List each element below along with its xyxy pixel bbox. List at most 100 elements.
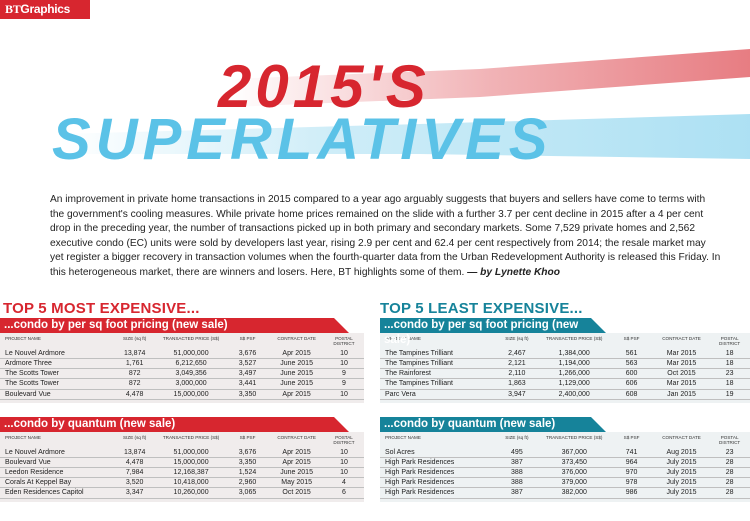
table-cell: 1,761 xyxy=(112,358,157,370)
table-cell: 367,000 xyxy=(539,447,610,458)
column-header: PROJECT NAME xyxy=(380,335,495,349)
section-heading: ...condo by quantum (new sale) xyxy=(380,416,606,432)
column-header: TRANSACTED PRICE (S$) xyxy=(546,434,603,440)
table-cell: 9 xyxy=(323,378,364,390)
table-cell: 3,000,000 xyxy=(156,378,226,390)
least-expensive-psf-section: ...condo by per sq foot pricing (new sal… xyxy=(380,318,750,403)
table-row: High Park Residences 387 382,000 986 July 20… xyxy=(380,487,750,499)
red-extrusion xyxy=(230,49,750,107)
table-row: Le Nouvel Ardmore 13,874 51,000,000 3,676 Ap… xyxy=(0,447,364,458)
table-cell: 387 xyxy=(494,457,540,469)
table-cell: 388 xyxy=(494,467,540,479)
table-cell: Le Nouvel Ardmore xyxy=(0,447,113,458)
table-cell: 10 xyxy=(323,348,364,360)
table-cell: Jan 2015 xyxy=(653,389,710,400)
table-cell: 1,863 xyxy=(494,378,540,390)
table-cell: 15,000,000 xyxy=(156,457,226,469)
table-cell: 51,000,000 xyxy=(156,348,226,360)
table-cell: July 2015 xyxy=(653,487,710,499)
table-row: Parc Vera 3,947 2,400,000 608 Jan 2015 19 xyxy=(380,389,750,400)
table-cell: 10 xyxy=(323,467,364,479)
table-cell: Leedon Residence xyxy=(0,467,113,479)
table-cell: 608 xyxy=(609,389,654,400)
table-cell: 387 xyxy=(494,487,540,499)
table-row: Sol Acres 495 367,000 741 Aug 2015 23 xyxy=(380,447,750,458)
column-header: POSTAL DISTRICT xyxy=(333,434,355,446)
table-cell: 10 xyxy=(323,389,364,400)
table-cell: 373,450 xyxy=(539,457,610,469)
table-cell: 3,049,356 xyxy=(156,368,226,380)
table-row: The Rainforest 2,110 1,266,000 600 Oct 2015 2… xyxy=(380,368,750,380)
table-row: The Tampines Trilliant 1,863 1,129,000 606 M… xyxy=(380,378,750,390)
column-header: S$ PSF xyxy=(239,336,256,341)
column-header: PROJECT NAME xyxy=(5,336,41,341)
table-row: The Scotts Tower 872 3,000,000 3,441 June 20… xyxy=(0,378,364,390)
blue-extrusion xyxy=(60,114,750,159)
intro-text: An improvement in private home transacti… xyxy=(50,194,721,278)
table-panel: PROJECT NAME SIZE (sq ft) TRANSACTED PRICE… xyxy=(380,333,750,403)
column-header: PROJECT NAME xyxy=(385,434,421,440)
table-cell: 3,520 xyxy=(112,477,157,489)
table-cell: Le Nouvel Ardmore xyxy=(0,348,113,360)
data-table: PROJECT NAME SIZE (sq ft) TRANSACTED PRICE… xyxy=(0,335,364,400)
table-cell: Mar 2015 xyxy=(653,348,710,360)
hero-art: 2015'S SUPERLATIVES xyxy=(52,49,750,172)
column-header: CONTRACT DATE xyxy=(662,336,701,341)
table-cell: 23 xyxy=(709,447,750,458)
table-cell: 1,129,000 xyxy=(539,378,610,390)
table-panel: PROJECT NAME SIZE (sq ft) TRANSACTED PRICE… xyxy=(380,431,750,502)
table-cell: Boulevard Vue xyxy=(0,389,113,400)
table-cell: 1,524 xyxy=(225,467,270,479)
table-header-row: PROJECT NAME SIZE (sq ft) TRANSACTED PRICE… xyxy=(0,434,364,448)
table-cell: 18 xyxy=(709,378,750,390)
section-heading-text: ...condo by quantum (new sale) xyxy=(4,417,176,430)
table-cell: 1,384,000 xyxy=(539,348,610,360)
table-cell: The Tampines Trilliant xyxy=(380,348,495,360)
table-cell: 964 xyxy=(609,457,654,469)
column-header: TRANSACTED PRICE (S$) xyxy=(162,434,220,440)
table-cell: 3,947 xyxy=(494,389,540,400)
table-cell: The Tampines Trilliant xyxy=(380,378,495,390)
table-cell: 872 xyxy=(112,368,157,380)
table-cell: Boulevard Vue xyxy=(0,457,113,469)
table-cell: 600 xyxy=(609,368,654,380)
table-cell: 563 xyxy=(609,358,654,370)
table-cell: High Park Residences xyxy=(380,457,495,469)
table-cell: 51,000,000 xyxy=(156,447,226,458)
table-cell: Oct 2015 xyxy=(653,368,710,380)
table-cell: 6,212,650 xyxy=(156,358,226,370)
table-cell: 382,000 xyxy=(539,487,610,499)
table-cell: 28 xyxy=(709,467,750,479)
table-cell: 10 xyxy=(323,457,364,469)
table-cell: Aug 2015 xyxy=(653,447,710,458)
table-cell: Mar 2015 xyxy=(653,358,710,370)
hero-line-1: 2015'S xyxy=(217,53,430,120)
table-cell: 561 xyxy=(609,348,654,360)
table-panel: PROJECT NAME SIZE (sq ft) TRANSACTED PRICE… xyxy=(0,333,364,403)
column-header: SIZE (sq ft) xyxy=(123,434,147,440)
intro-paragraph: An improvement in private home transacti… xyxy=(50,193,722,281)
least-expensive-title: TOP 5 LEAST EXPENSIVE... xyxy=(380,300,583,317)
table-cell: The Scotts Tower xyxy=(0,378,113,390)
hero-line-2: SUPERLATIVES xyxy=(52,107,552,172)
table-header-row: PROJECT NAME SIZE (sq ft) TRANSACTED PRICE… xyxy=(0,335,364,349)
table-cell: 606 xyxy=(609,378,654,390)
brand-bold: BT xyxy=(5,2,21,16)
table-cell: 6 xyxy=(323,487,364,499)
table-cell: Sol Acres xyxy=(380,447,495,458)
most-expensive-title: TOP 5 MOST EXPENSIVE... xyxy=(3,300,200,317)
table-cell: 15,000,000 xyxy=(156,389,226,400)
data-table: PROJECT NAME SIZE (sq ft) TRANSACTED PRICE… xyxy=(380,434,750,499)
table-cell: 741 xyxy=(609,447,654,458)
column-header: SIZE (sq ft) xyxy=(123,336,147,341)
table-row: Corals At Keppel Bay 3,520 10,418,000 2,960… xyxy=(0,477,364,489)
table-cell: 978 xyxy=(609,477,654,489)
table-cell: 4 xyxy=(323,477,364,489)
table-cell: Apr 2015 xyxy=(269,457,324,469)
table-cell: June 2015 xyxy=(269,368,324,380)
table-cell: Apr 2015 xyxy=(269,348,324,360)
heading-notch xyxy=(591,318,606,333)
column-header: CONTRACT DATE xyxy=(277,434,316,440)
table-row: Leedon Residence 7,984 12,168,387 1,524 June… xyxy=(0,467,364,479)
column-header: SIZE (sq ft) xyxy=(505,434,529,440)
